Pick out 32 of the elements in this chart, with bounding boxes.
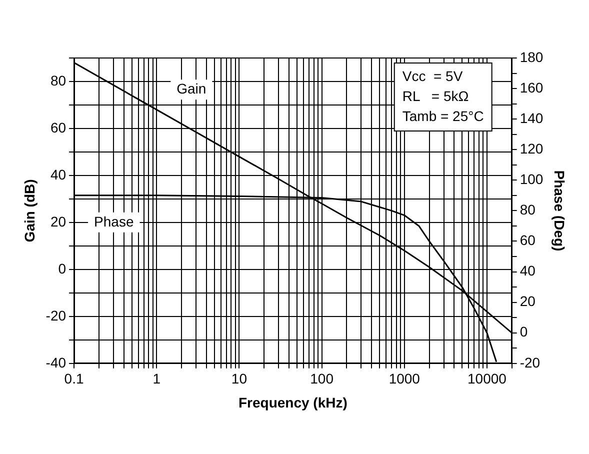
- x-axis-title: Frequency (kHz): [238, 394, 348, 410]
- y2-tick-label: 140: [520, 110, 544, 126]
- y2-tick-label: 100: [520, 171, 544, 188]
- y-tick-label: 80: [50, 72, 66, 88]
- y2-tick-label: 0: [520, 324, 528, 340]
- y-tick-label: 60: [50, 119, 66, 136]
- annotation: RL = 5kΩ: [402, 88, 469, 104]
- y2-tick-label: 120: [520, 140, 544, 156]
- y2-tick-label: -20: [520, 354, 540, 370]
- x-tick-label: 10000: [468, 370, 507, 387]
- y-tick-label: 20: [50, 213, 66, 230]
- y2-tick-label: 180: [520, 48, 544, 65]
- series-label: Phase: [94, 213, 134, 230]
- y2-axis-title: Phase (Deg): [552, 170, 568, 252]
- y-axis-title: Gain (dB): [21, 179, 38, 242]
- x-tick-label: 1: [152, 370, 161, 387]
- x-tick-label: 100: [310, 370, 334, 387]
- y2-tick-label: 20: [520, 293, 536, 310]
- y-tick-label: 0: [58, 260, 66, 276]
- y2-tick-label: 60: [520, 232, 536, 248]
- x-tick-label: 0.1: [64, 370, 84, 387]
- series-label: Gain: [176, 80, 206, 97]
- y2-tick-label: 80: [520, 202, 536, 218]
- y-tick-label: 40: [50, 166, 66, 182]
- y2-tick-label: 40: [520, 262, 536, 279]
- x-tick-label: 1000: [388, 370, 420, 387]
- y2-tick-label: 160: [520, 79, 544, 96]
- x-tick-label: 10: [231, 370, 248, 387]
- annotation: Tamb = 25°C: [402, 108, 484, 124]
- y-tick-label: -20: [46, 307, 66, 324]
- y-tick-label: -40: [46, 354, 66, 370]
- annotation: Vcc = 5V: [402, 68, 464, 84]
